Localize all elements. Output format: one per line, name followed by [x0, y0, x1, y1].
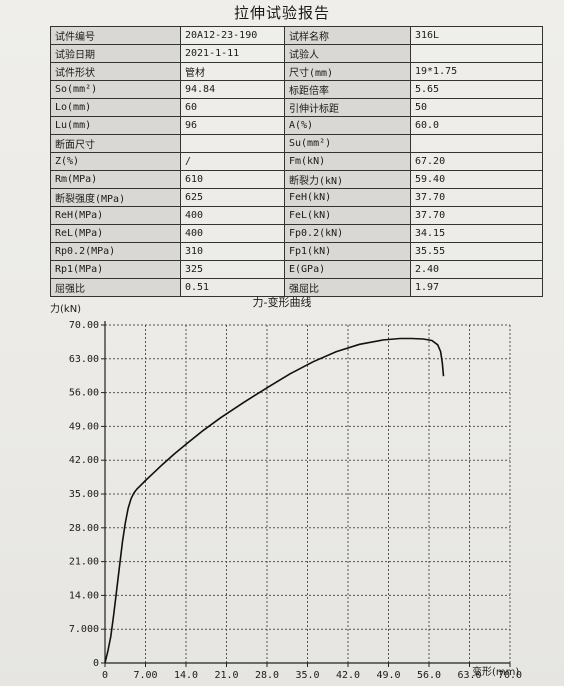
- param-label: 试件编号: [50, 26, 181, 45]
- table-row: Rm(MPa) 610 断裂力(kN) 59.40: [50, 170, 543, 189]
- y-tick-label: 7.000: [69, 624, 99, 635]
- y-tick-label: 0: [93, 658, 99, 669]
- y-tick-label: 56.00: [69, 388, 99, 399]
- report-title: 拉伸试验报告: [233, 4, 330, 22]
- param-label: 强屈比: [284, 278, 411, 297]
- x-tick-label: 56.0: [417, 670, 441, 681]
- table-row: 试验日期 2021-1-11 试验人: [50, 44, 543, 63]
- param-label: 试件形状: [50, 62, 181, 81]
- y-tick-label: 70.00: [69, 320, 99, 331]
- x-tick-label: 70.0: [498, 670, 522, 681]
- param-label: 试验日期: [50, 44, 181, 63]
- x-tick-label: 49.0: [376, 670, 400, 681]
- y-tick-label: 35.00: [69, 489, 99, 500]
- param-label: Fm(kN): [284, 152, 411, 171]
- x-tick-label: 0: [102, 670, 108, 681]
- param-label: Rp1(MPa): [50, 260, 181, 279]
- x-tick-label: 14.0: [174, 670, 198, 681]
- y-tick-label: 28.00: [69, 523, 99, 534]
- table-row: 屈强比 0.51 强屈比 1.97: [50, 278, 543, 297]
- test-parameters-table: 试件编号 20A12-23-190 试样名称 316L 试验日期 2021-1-11 试验人…: [50, 26, 543, 297]
- param-label: Lo(mm): [50, 98, 181, 117]
- x-tick-label: 35.0: [295, 670, 319, 681]
- table-row: Lu(mm) 96 A(%) 60.0: [50, 116, 543, 135]
- y-tick-label: 21.00: [69, 557, 99, 568]
- param-label: 标距倍率: [284, 80, 411, 99]
- param-label: 引伸计标距: [284, 98, 411, 117]
- table-row: So(mm²) 94.84 标距倍率 5.65: [50, 80, 543, 99]
- param-label: Rp0.2(MPa): [50, 242, 181, 261]
- x-tick-label: 28.0: [255, 670, 279, 681]
- param-value: 0.51: [180, 278, 285, 297]
- y-tick-label: 14.00: [69, 590, 99, 601]
- table-row: 断面尺寸 Su(mm²): [50, 134, 543, 153]
- x-tick-label: 21.0: [214, 670, 238, 681]
- x-tick-label: 42.0: [336, 670, 360, 681]
- table-row: Lo(mm) 60 引伸计标距 50: [50, 98, 543, 117]
- x-axis-label: 变形(mm): [472, 667, 520, 678]
- y-tick-label: 63.00: [69, 354, 99, 365]
- param-label: Rm(MPa): [50, 170, 181, 189]
- table-row: Rp1(MPa) 325 E(GPa) 2.40: [50, 260, 543, 279]
- x-tick-label: 63.0: [457, 670, 481, 681]
- param-label: Lu(mm): [50, 116, 181, 135]
- table-row: 试件形状 管材 尺寸(mm) 19*1.75: [50, 62, 543, 81]
- y-axis-label: 力(kN): [50, 304, 82, 315]
- param-label: So(mm²): [50, 80, 181, 99]
- force-deformation-curve: [104, 337, 445, 664]
- param-label: Fp1(kN): [284, 242, 411, 261]
- y-tick-label: 49.00: [69, 421, 99, 432]
- x-tick-label: 7.00: [133, 670, 157, 681]
- y-tick-label: 42.00: [69, 455, 99, 466]
- param-label: 断裂力(kN): [284, 170, 411, 189]
- param-label: 尺寸(mm): [284, 62, 411, 81]
- param-label: 屈强比: [50, 278, 181, 297]
- chart-title: 力-变形曲线: [252, 296, 312, 309]
- param-label: ReH(MPa): [50, 206, 181, 225]
- param-label: 试验人: [284, 44, 411, 63]
- param-label: Fp0.2(kN): [284, 224, 411, 243]
- table-row: ReH(MPa) 400 FeL(kN) 37.70: [50, 206, 543, 225]
- param-label: 断面尺寸: [50, 134, 181, 153]
- param-value: 1.97: [410, 278, 543, 297]
